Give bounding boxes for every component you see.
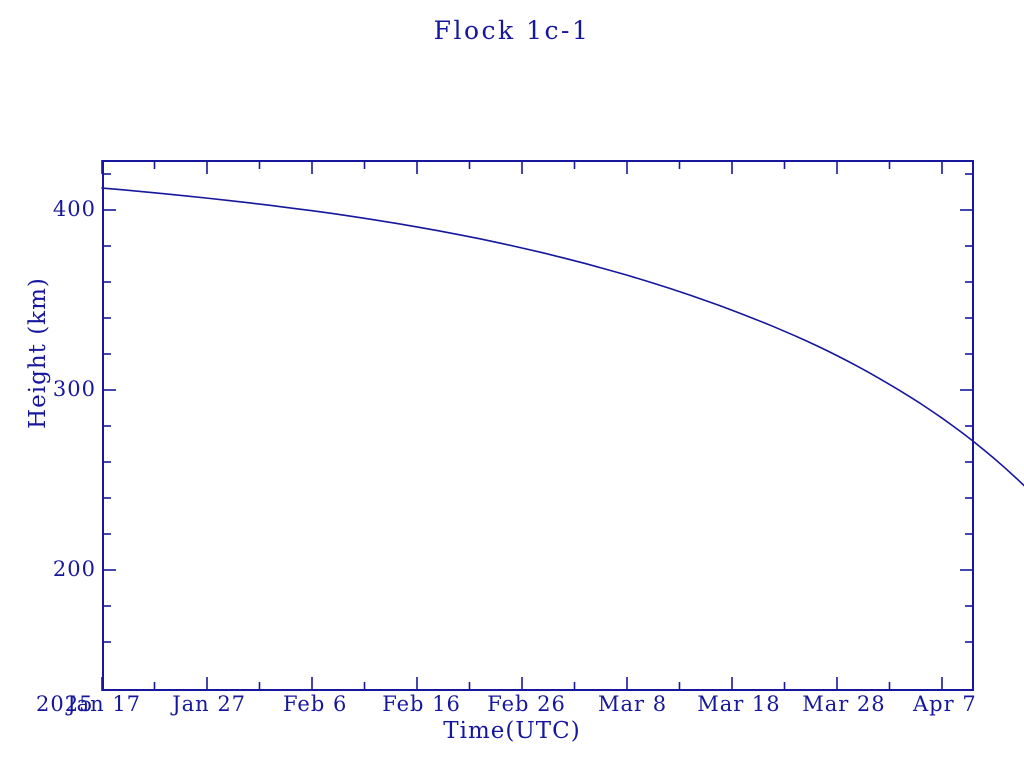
x-axis-label: Time(UTC): [443, 718, 581, 744]
x-axis-tick-label: Mar 8: [598, 692, 668, 716]
x-axis-tick-label: Jan 27: [172, 692, 247, 716]
y-axis-tick-label: 300: [52, 377, 96, 401]
y-axis-label: Height (km): [25, 277, 51, 429]
x-axis-tick-label: Feb 16: [382, 692, 461, 716]
chart-title: Flock 1c-1: [433, 16, 591, 45]
y-axis-tick-labels: 400 300 200: [0, 0, 96, 768]
x-axis-tick-label: Apr 7: [913, 692, 977, 716]
y-axis-tick-label: 200: [52, 557, 96, 581]
x-axis-tick-label: Feb 26: [487, 692, 566, 716]
x-axis-tick-label: Feb 6: [283, 692, 348, 716]
x-axis-tick-label: Mar 28: [802, 692, 886, 716]
x-axis-tick-label: Jan 17: [67, 692, 142, 716]
y-axis-tick-label: 400: [52, 197, 96, 221]
plot-frame: [102, 160, 974, 691]
x-axis-tick-label: Mar 18: [697, 692, 781, 716]
x-axis-tick-label-year: 2025: [36, 692, 94, 716]
